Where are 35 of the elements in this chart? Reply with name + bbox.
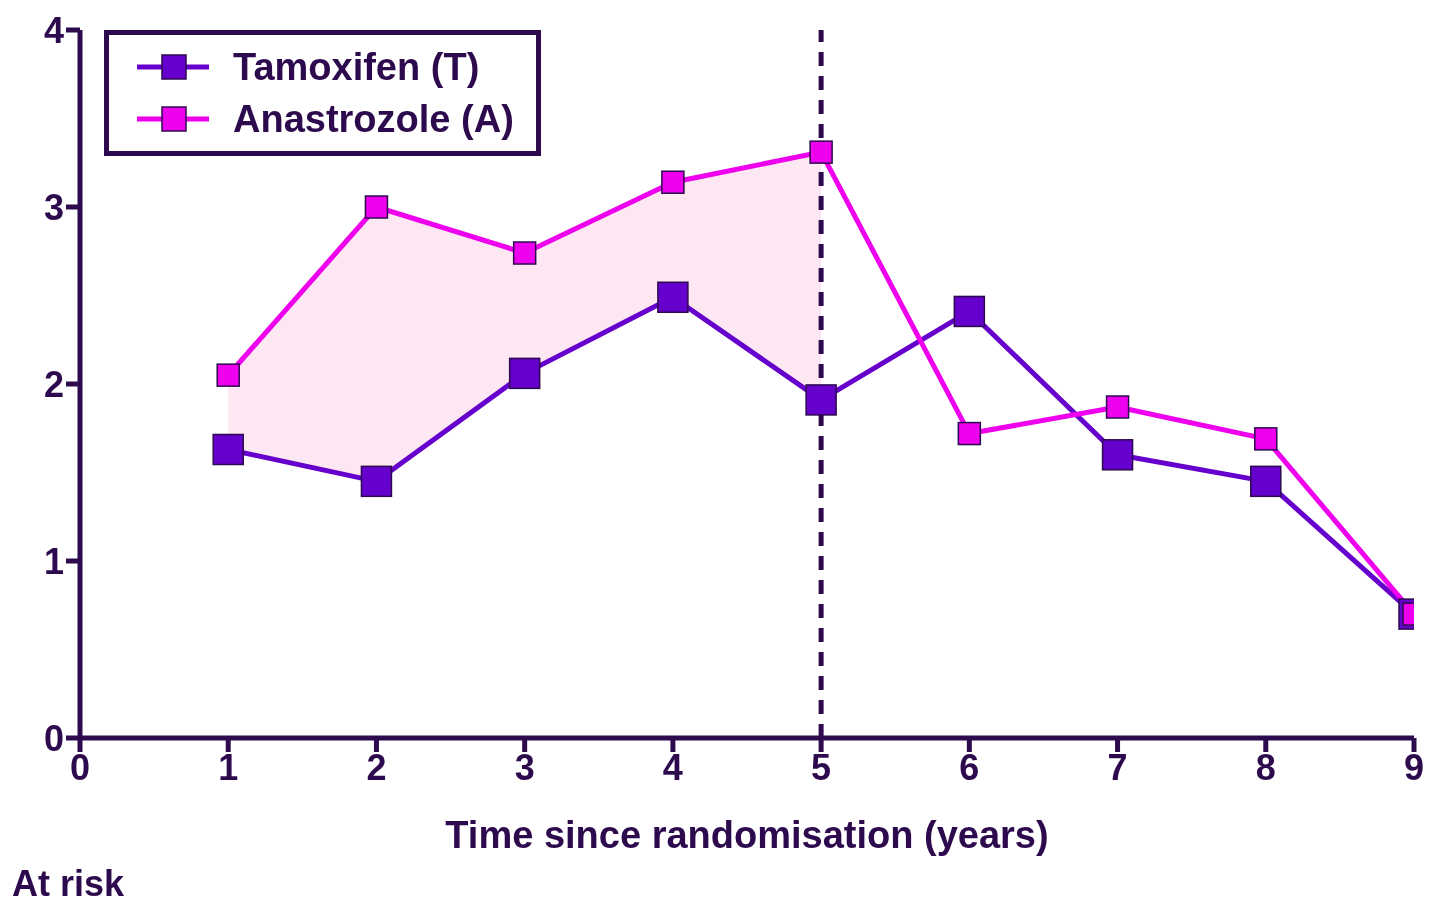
x-tick-label: 9 [1403, 746, 1425, 788]
x-axis-title: Time since randomisation (years) [445, 814, 1049, 856]
point [1101, 439, 1134, 471]
y-tick-label: 2 [43, 363, 64, 405]
x-tick-label: 7 [1107, 746, 1128, 788]
point [661, 170, 685, 194]
x-tick-label: 4 [662, 746, 683, 788]
point [953, 295, 986, 328]
y-tick-label: 3 [43, 186, 64, 228]
point [212, 433, 244, 466]
y-tick-label: 0 [43, 717, 64, 759]
x-tick-label: 5 [811, 746, 832, 788]
point [957, 421, 982, 446]
y-tick-label: 1 [43, 540, 64, 582]
text: At risk [12, 863, 125, 905]
point [1254, 427, 1278, 451]
point [809, 140, 833, 164]
point [508, 357, 541, 390]
y-tick-label: 4 [43, 9, 64, 51]
point [216, 363, 240, 387]
point [512, 241, 537, 265]
point [657, 281, 689, 314]
legend-label: Tamoxifen (T) [233, 45, 480, 89]
point [1250, 465, 1282, 498]
point [360, 465, 393, 498]
x-tick-label: 3 [514, 746, 535, 788]
x-tick-label: 1 [218, 746, 239, 788]
x-tick-label: 6 [959, 746, 980, 788]
x-tick-label: 0 [69, 746, 91, 788]
legend-label: Anastrozole (A) [233, 97, 514, 141]
point [1105, 395, 1130, 419]
point [364, 195, 389, 219]
point [805, 384, 837, 416]
x-tick-label: 2 [366, 746, 387, 788]
x-tick-label: 8 [1255, 746, 1276, 788]
